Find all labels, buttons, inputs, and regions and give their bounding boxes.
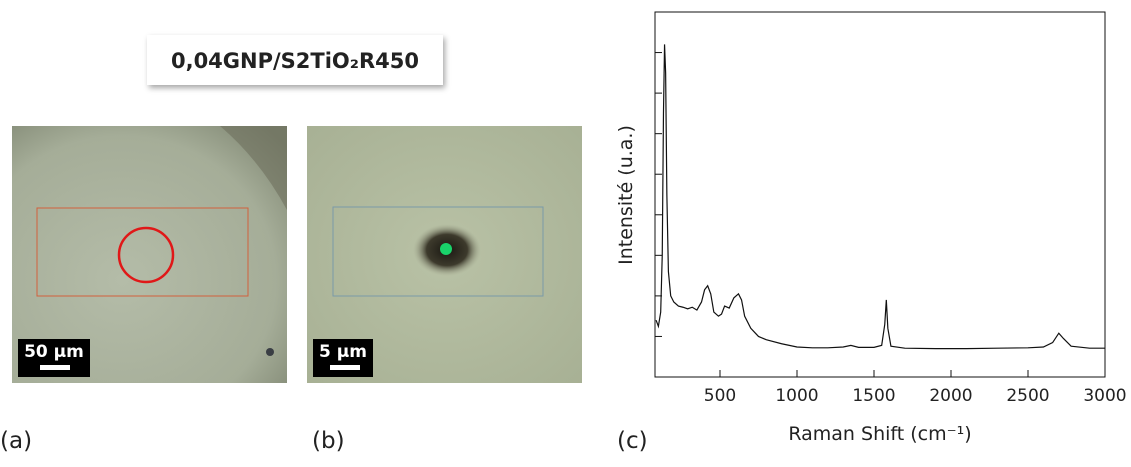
scale-bar-label: 50 µm [24,342,84,362]
x-tick-label: 2000 [929,386,972,406]
scale-bar-label: 5 µm [319,342,367,362]
y-axis-label: Intensité (u.a.) [615,125,637,265]
title-box [147,35,443,85]
x-tick-label: 1000 [775,386,818,406]
image-a: 50 µm [12,126,287,383]
panel-label: (a) [0,428,32,454]
x-tick-label: 3000 [1083,386,1126,406]
panel-label: (b) [312,428,345,454]
image-b: 5 µm [307,126,582,383]
spectrum-line [655,44,1105,350]
panel-label: (c) [617,428,648,454]
x-tick-label: 500 [704,386,736,406]
x-tick-label: 2500 [1006,386,1049,406]
x-axis-label: Raman Shift (cm⁻¹) [788,423,971,445]
sample-title: 0,04GNP/S2TiO₂R450 [171,49,419,73]
plot-frame [654,11,1106,378]
x-tick-label: 1500 [852,386,895,406]
